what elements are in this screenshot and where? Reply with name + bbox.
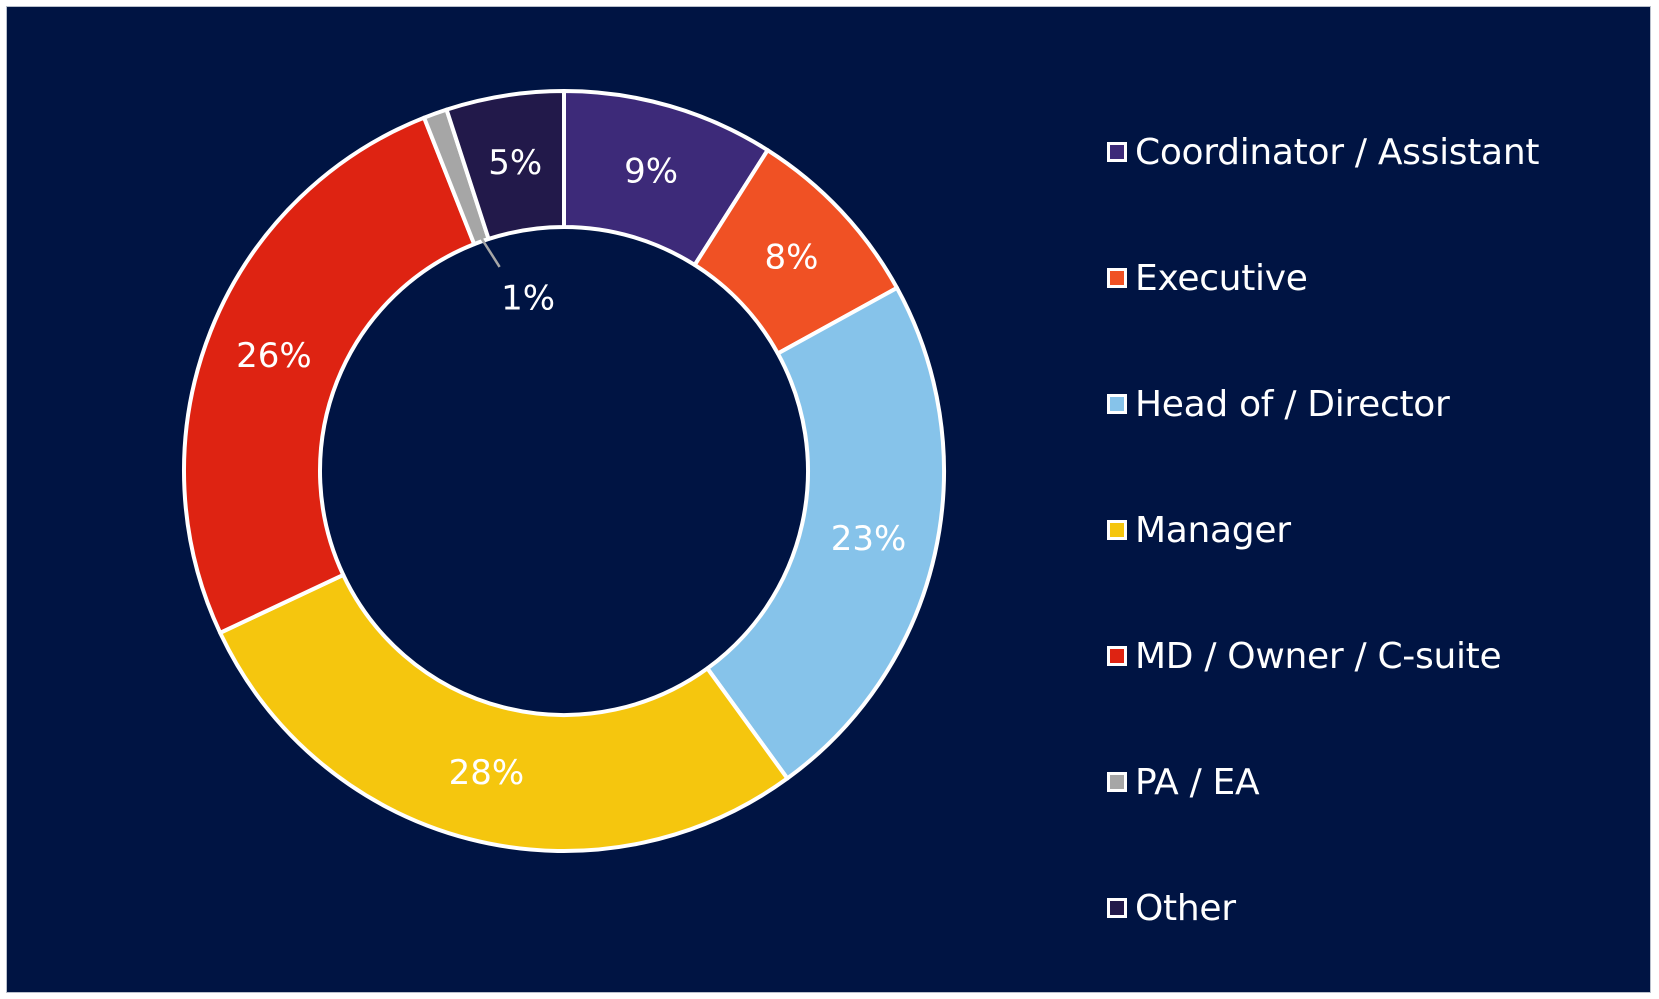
- legend-item-pa-ea: PA / EA: [1107, 719, 1627, 845]
- legend-swatch: [1107, 142, 1127, 162]
- slice-md-owner-c-suite: [182, 115, 477, 635]
- legend-label: Other: [1135, 887, 1236, 929]
- legend-label: Executive: [1135, 257, 1308, 299]
- legend-label: Manager: [1135, 509, 1291, 551]
- data-label-pa-ea: 1%: [501, 279, 555, 319]
- legend-label: PA / EA: [1135, 761, 1260, 803]
- legend-item-executive: Executive: [1107, 215, 1627, 341]
- slice-manager: [218, 572, 790, 853]
- legend-swatch: [1107, 268, 1127, 288]
- legend-item-coordinator-assistant: Coordinator / Assistant: [1107, 89, 1627, 215]
- data-label-md-owner-c-suite: 26%: [236, 336, 312, 376]
- chart-area: 9% 8% 23% 28% 26% 1% 5% Coordinator / Assistan…: [6, 6, 1651, 993]
- legend-item-manager: Manager: [1107, 467, 1627, 593]
- legend-item-head-of-director: Head of / Director: [1107, 341, 1627, 467]
- legend-swatch: [1107, 394, 1127, 414]
- data-label-executive: 8%: [764, 237, 818, 277]
- legend-swatch: [1107, 772, 1127, 792]
- legend-label: Head of / Director: [1135, 383, 1450, 425]
- data-label-coordinator-assistant: 9%: [624, 151, 678, 191]
- slice-other: [444, 89, 566, 241]
- data-label-head-of-director: 23%: [831, 519, 907, 559]
- legend-swatch: [1107, 520, 1127, 540]
- data-label-manager: 28%: [449, 753, 525, 793]
- data-label-other: 5%: [488, 143, 542, 183]
- legend-label: Coordinator / Assistant: [1135, 131, 1540, 173]
- legend: Coordinator / Assistant Executive Head of …: [1107, 89, 1627, 971]
- legend-label: MD / Owner / C-suite: [1135, 635, 1502, 677]
- legend-item-md-owner-c-suite: MD / Owner / C-suite: [1107, 593, 1627, 719]
- legend-swatch: [1107, 646, 1127, 666]
- slice-head-of-director: [705, 285, 946, 781]
- leader-line-pa-ea: [477, 233, 501, 268]
- legend-swatch: [1107, 898, 1127, 918]
- donut-chart: 9% 8% 23% 28% 26% 1% 5%: [182, 89, 946, 853]
- legend-item-other: Other: [1107, 845, 1627, 971]
